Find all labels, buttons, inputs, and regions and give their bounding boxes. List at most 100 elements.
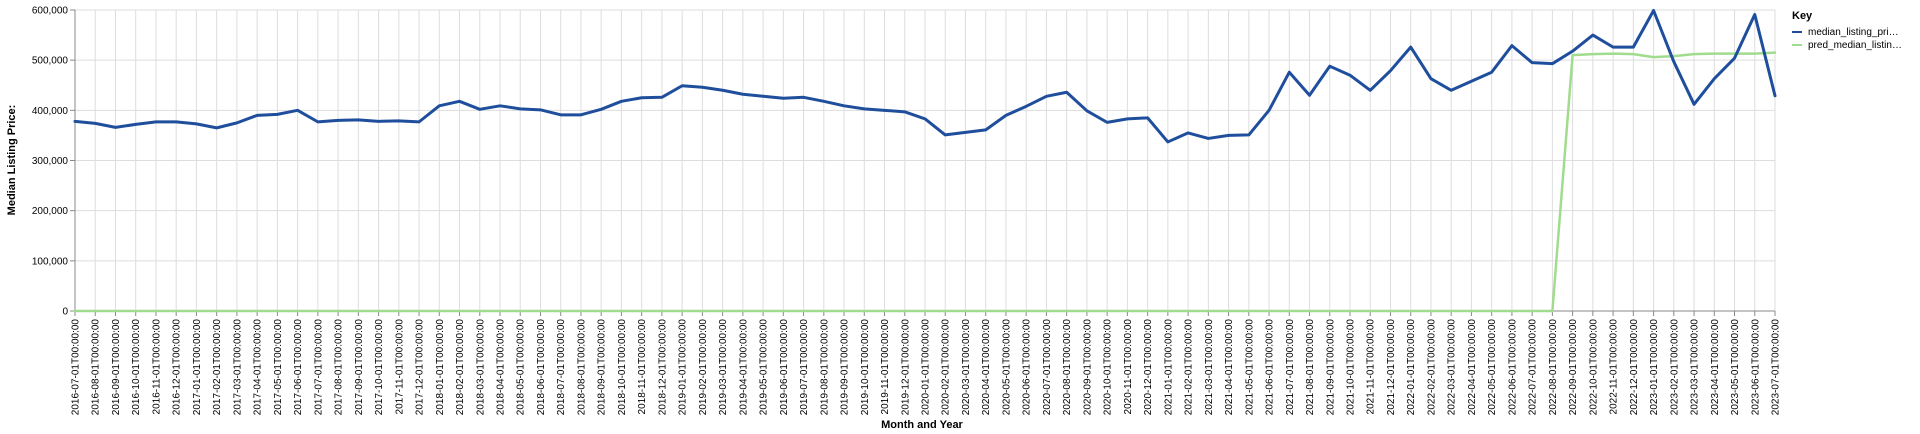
x-tick-label: 2023-06-01T00:00:00: [1750, 319, 1761, 416]
y-tick-label: 400,000: [32, 106, 69, 117]
x-tick-label: 2021-09-01T00:00:00: [1325, 319, 1336, 416]
x-tick-label: 2019-05-01T00:00:00: [759, 319, 770, 416]
x-tick-label: 2018-08-01T00:00:00: [576, 319, 587, 416]
x-tick-label: 2022-05-01T00:00:00: [1487, 319, 1498, 416]
x-tick-label: 2020-06-01T00:00:00: [1022, 319, 1033, 416]
x-tick-label: 2021-06-01T00:00:00: [1265, 319, 1276, 416]
y-tick-label: 300,000: [32, 156, 69, 167]
x-tick-label: 2018-05-01T00:00:00: [516, 319, 527, 416]
x-tick-label: 2017-01-01T00:00:00: [192, 319, 203, 416]
x-tick-label: 2017-10-01T00:00:00: [374, 319, 385, 416]
x-tick-label: 2019-07-01T00:00:00: [799, 319, 810, 416]
x-tick-label: 2019-02-01T00:00:00: [698, 319, 709, 416]
x-tick-label: 2017-06-01T00:00:00: [293, 319, 304, 416]
legend-label-median: median_listing_pri…: [1808, 27, 1899, 38]
series-line-pred-median-listing-price: [73, 51, 1777, 313]
x-tick-label: 2018-02-01T00:00:00: [455, 319, 466, 416]
x-tick-label: 2018-11-01T00:00:00: [637, 319, 648, 415]
x-tick-label: 2023-07-01T00:00:00: [1771, 319, 1782, 416]
x-tick-label: 2022-03-01T00:00:00: [1447, 319, 1458, 416]
x-tick-label: 2020-12-01T00:00:00: [1143, 319, 1154, 416]
x-tick-label: 2021-10-01T00:00:00: [1346, 319, 1357, 416]
x-tick-label: 2021-02-01T00:00:00: [1184, 319, 1195, 416]
series-lines: [73, 9, 1777, 313]
x-tick-label: 2022-07-01T00:00:00: [1528, 319, 1539, 416]
x-tick-label: 2018-12-01T00:00:00: [657, 319, 668, 416]
x-tick-label: 2018-09-01T00:00:00: [597, 319, 608, 416]
y-tick-label: 100,000: [32, 256, 69, 267]
x-tick-label: 2023-02-01T00:00:00: [1669, 319, 1680, 416]
x-tick-label: 2018-01-01T00:00:00: [435, 319, 446, 416]
grid-lines: [74, 9, 1776, 312]
x-tick-label: 2017-11-01T00:00:00: [394, 319, 405, 415]
x-tick-label: 2019-06-01T00:00:00: [779, 319, 790, 416]
x-tick-label: 2020-07-01T00:00:00: [1042, 319, 1053, 416]
series-line-median-listing-price: [73, 9, 1777, 144]
x-tick-label: 2023-05-01T00:00:00: [1730, 319, 1741, 416]
x-tick-label: 2020-09-01T00:00:00: [1082, 319, 1093, 416]
x-tick-label: 2018-07-01T00:00:00: [556, 319, 567, 416]
x-tick-label: 2022-01-01T00:00:00: [1406, 319, 1417, 416]
x-tick-label: 2017-05-01T00:00:00: [273, 319, 284, 416]
x-tick-label: 2021-03-01T00:00:00: [1204, 319, 1215, 416]
x-tick-label: 2018-04-01T00:00:00: [496, 319, 507, 416]
x-tick-label: 2019-12-01T00:00:00: [900, 319, 911, 416]
y-tick-label: 500,000: [32, 56, 69, 67]
x-tick-label: 2016-11-01T00:00:00: [151, 319, 162, 415]
x-tick-label: 2017-09-01T00:00:00: [354, 319, 365, 416]
x-tick-label: 2021-08-01T00:00:00: [1305, 319, 1316, 416]
x-tick-label: 2020-08-01T00:00:00: [1062, 319, 1073, 416]
x-tick-label: 2016-09-01T00:00:00: [111, 319, 122, 416]
x-tick-label: 2022-09-01T00:00:00: [1568, 319, 1579, 416]
x-tick-label: 2017-12-01T00:00:00: [415, 319, 426, 416]
x-tick-label: 2023-04-01T00:00:00: [1710, 319, 1721, 416]
x-tick-label: 2017-04-01T00:00:00: [253, 319, 264, 416]
x-tick-label: 2023-01-01T00:00:00: [1649, 319, 1660, 416]
x-tick-label: 2022-10-01T00:00:00: [1588, 319, 1599, 416]
x-tick-label: 2020-10-01T00:00:00: [1103, 319, 1114, 416]
x-tick-label: 2022-06-01T00:00:00: [1507, 319, 1518, 416]
x-tick-label: 2018-06-01T00:00:00: [536, 319, 547, 416]
x-tick-label: 2017-08-01T00:00:00: [334, 319, 345, 416]
x-tick-label: 2019-01-01T00:00:00: [678, 319, 689, 416]
x-tick-label: 2018-03-01T00:00:00: [475, 319, 486, 416]
x-tick-label: 2020-05-01T00:00:00: [1001, 319, 1012, 416]
x-tick-label: 2017-02-01T00:00:00: [212, 319, 223, 416]
x-tick-label: 2020-03-01T00:00:00: [961, 319, 972, 416]
x-tick-label: 2016-07-01T00:00:00: [71, 319, 82, 416]
x-axis-title: Month and Year: [881, 419, 963, 431]
x-tick-label: 2019-04-01T00:00:00: [738, 319, 749, 416]
x-tick-label: 2020-02-01T00:00:00: [941, 319, 952, 416]
legend-label-pred: pred_median_listin…: [1808, 40, 1902, 51]
x-tick-label: 2016-10-01T00:00:00: [131, 319, 142, 416]
x-tick-label: 2022-08-01T00:00:00: [1548, 319, 1559, 416]
x-tick-label: 2022-04-01T00:00:00: [1467, 319, 1478, 416]
x-tick-label: 2020-01-01T00:00:00: [921, 319, 932, 416]
x-tick-label: 2021-12-01T00:00:00: [1386, 319, 1397, 416]
x-tick-label: 2018-10-01T00:00:00: [617, 319, 628, 416]
x-tick-label: 2017-07-01T00:00:00: [313, 319, 324, 416]
x-tick-label: 2019-03-01T00:00:00: [718, 319, 729, 416]
y-tick-label: 0: [62, 307, 68, 318]
x-tick-label: 2019-08-01T00:00:00: [819, 319, 830, 416]
legend: Key median_listing_pri… pred_median_list…: [1792, 10, 1902, 51]
y-tick-label: 200,000: [32, 206, 69, 217]
x-tick-label: 2022-11-01T00:00:00: [1609, 319, 1620, 415]
x-tick-label: 2021-07-01T00:00:00: [1285, 319, 1296, 416]
x-tick-label: 2021-01-01T00:00:00: [1163, 319, 1174, 416]
x-tick-label: 2019-09-01T00:00:00: [840, 319, 851, 416]
x-tick-label: 2016-08-01T00:00:00: [91, 319, 102, 416]
x-tick-label: 2020-11-01T00:00:00: [1123, 319, 1134, 415]
x-tick-label: 2019-10-01T00:00:00: [860, 319, 871, 416]
x-tick-label: 2022-12-01T00:00:00: [1629, 319, 1640, 416]
y-axis: 0 100,000 200,000 300,000 400,000 500,000 600,…: [32, 6, 76, 318]
x-tick-label: 2023-03-01T00:00:00: [1690, 319, 1701, 416]
y-tick-label: 600,000: [32, 6, 69, 17]
x-tick-label: 2020-04-01T00:00:00: [981, 319, 992, 416]
legend-title: Key: [1792, 10, 1813, 22]
y-axis-title: Median Listing Price:: [6, 105, 18, 216]
x-tick-label: 2021-11-01T00:00:00: [1366, 319, 1377, 415]
x-tick-label: 2017-03-01T00:00:00: [232, 319, 243, 416]
x-axis: 2016-07-01T00:00:00 2016-08-01T00:00:00 20…: [71, 310, 1782, 416]
